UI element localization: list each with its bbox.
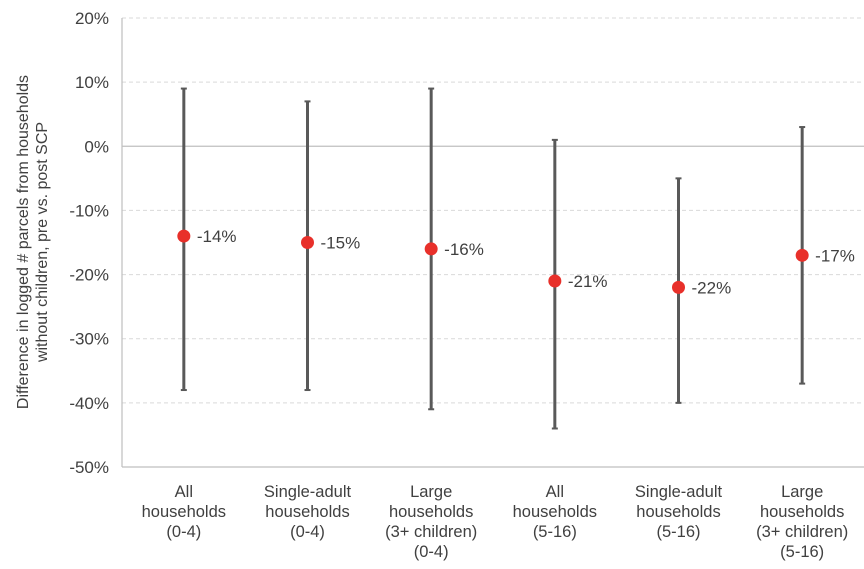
- data-label: -22%: [692, 278, 732, 297]
- data-points: [177, 229, 809, 294]
- x-category-label-line: households: [513, 503, 597, 521]
- y-tick-label: -50%: [69, 458, 109, 477]
- x-category-label: Single-adult households (5-16): [635, 483, 723, 541]
- data-point: [177, 229, 191, 243]
- data-label: -15%: [321, 234, 361, 253]
- y-axis-label: Difference in logged # parcels from hous…: [15, 75, 51, 409]
- x-axis-categories: All households (0-4) Single-adult households…: [142, 483, 849, 561]
- x-category-label-line: Single-adult: [264, 483, 352, 501]
- data-label: -16%: [444, 240, 484, 259]
- y-tick-label: 20%: [75, 9, 109, 28]
- x-category-label-line: (3+ children): [756, 523, 848, 541]
- y-tick-label: -30%: [69, 330, 109, 349]
- data-label: -14%: [197, 227, 237, 246]
- x-category-label-line: households: [142, 503, 226, 521]
- gridlines: [122, 17, 864, 404]
- y-tick-label: -10%: [69, 201, 109, 220]
- x-category-label: Large households (3+ children) (5-16): [756, 483, 848, 561]
- x-category-label-line: (5-16): [780, 543, 824, 561]
- data-label: -17%: [815, 246, 855, 265]
- x-category-label-line: Single-adult: [635, 483, 723, 501]
- x-category-label-line: Large: [410, 483, 452, 501]
- data-point: [795, 248, 809, 262]
- x-category-label-line: (0-4): [166, 523, 201, 541]
- error-bars: [180, 87, 806, 430]
- data-point: [548, 274, 562, 288]
- x-category-label-line: (5-16): [533, 523, 577, 541]
- x-category-label-line: (0-4): [414, 543, 449, 561]
- data-label: -21%: [568, 272, 608, 291]
- y-tick-label: -40%: [69, 394, 109, 413]
- y-axis-title: Difference in logged # parcels from hous…: [15, 75, 51, 409]
- x-category-label-line: Large: [781, 483, 823, 501]
- y-axis-ticks: 20% 10% 0% -10% -20% -30% -40% -50%: [69, 9, 109, 477]
- x-category-label: Large households (3+ children) (0-4): [385, 483, 477, 561]
- axes: [121, 18, 864, 468]
- x-category-label-line: households: [636, 503, 720, 521]
- x-category-label-line: (5-16): [656, 523, 700, 541]
- x-category-label-line: households: [760, 503, 844, 521]
- data-point: [301, 236, 314, 249]
- x-category-label: All households (0-4): [142, 483, 226, 541]
- y-tick-label: 10%: [75, 73, 109, 92]
- x-category-label-line: households: [389, 503, 473, 521]
- x-category-label-line: (3+ children): [385, 523, 477, 541]
- y-axis-label-line: Difference in logged # parcels from hous…: [15, 75, 32, 409]
- x-category-label-line: households: [265, 503, 349, 521]
- x-category-label-line: All: [546, 483, 564, 501]
- y-axis-label-line: without children, pre vs. post SCP: [34, 122, 51, 363]
- y-tick-label: 0%: [84, 137, 109, 156]
- y-tick-label: -20%: [69, 266, 109, 285]
- data-point: [424, 242, 438, 256]
- x-category-label-line: All: [175, 483, 193, 501]
- data-point: [672, 280, 685, 294]
- x-category-label-line: (0-4): [290, 523, 325, 541]
- x-category-label: All households (5-16): [513, 483, 597, 541]
- x-category-label: Single-adult households (0-4): [264, 483, 352, 541]
- data-labels: -14% -15% -16% -21% -22% -17%: [197, 227, 855, 297]
